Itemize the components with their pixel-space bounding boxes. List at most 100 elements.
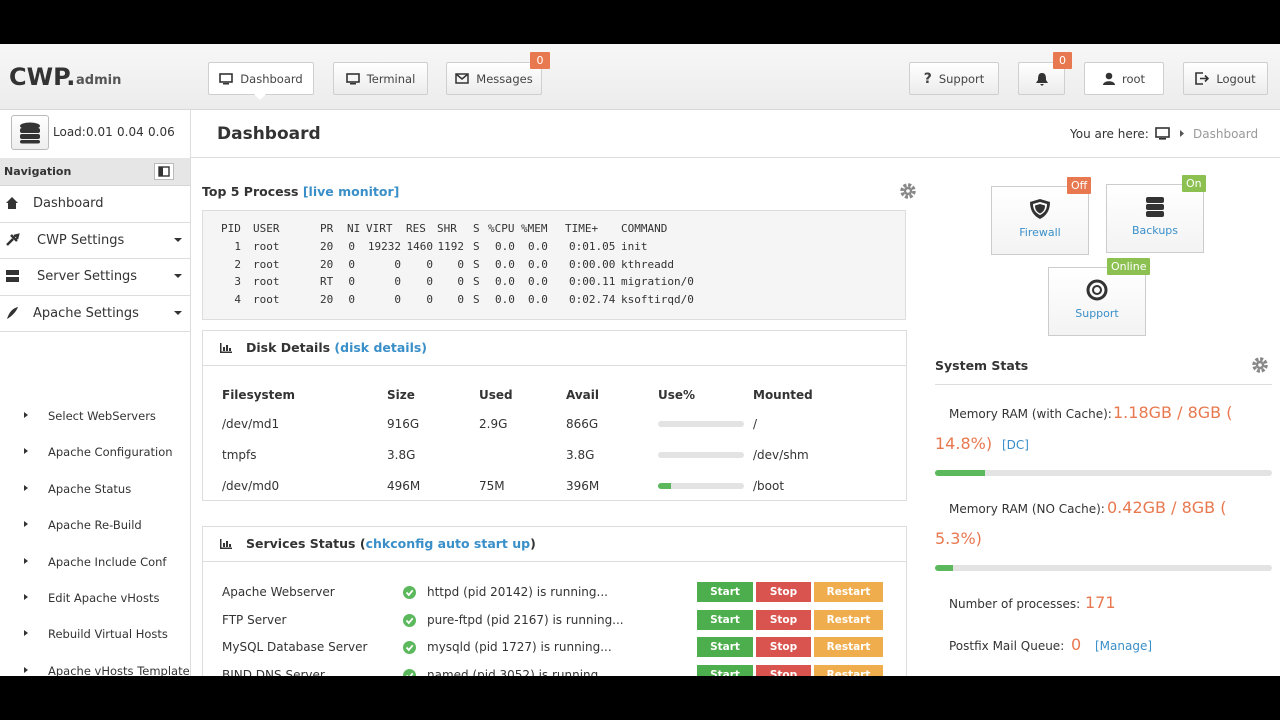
usage-track — [658, 421, 744, 427]
process-cell: 4 — [234, 293, 241, 307]
process-column: PR — [320, 222, 334, 235]
submenu-item[interactable]: Apache Include Conf — [48, 554, 167, 569]
menu-item[interactable]: Server Settings — [0, 259, 190, 296]
status-icon — [403, 586, 416, 603]
submenu-item[interactable]: Apache vHosts Template — [48, 663, 190, 676]
mail-link[interactable]: [Manage] — [1095, 639, 1153, 653]
icon-shape — [1086, 279, 1108, 301]
service-button[interactable]: Restart — [814, 637, 883, 657]
icon — [5, 196, 21, 214]
service-button[interactable]: Start — [697, 582, 753, 602]
process-cell: 0 — [348, 240, 355, 253]
logout-button[interactable]: Logout — [1183, 62, 1268, 95]
process-cell: 3 — [234, 275, 241, 289]
status-icon — [403, 641, 416, 658]
process-cell: 20 — [320, 257, 334, 271]
process-column: %MEM — [521, 222, 548, 235]
check — [403, 586, 416, 599]
nav-terminal[interactable]: Terminal — [333, 62, 428, 95]
chkconfig-link[interactable]: chkconfig auto start up — [365, 536, 531, 551]
icon — [220, 539, 232, 549]
disk-cell: 3.8G — [566, 448, 595, 462]
service-button[interactable]: Restart — [814, 582, 883, 602]
support-button[interactable]: ? Support — [909, 62, 999, 95]
submenu-item[interactable]: Edit Apache vHosts — [48, 591, 160, 605]
disk-cell: 3.8G — [387, 448, 416, 462]
icon — [1102, 72, 1115, 85]
service-name: FTP Server — [222, 612, 287, 627]
disk-column: Size — [387, 388, 415, 402]
stats-gear[interactable] — [1251, 356, 1269, 374]
process-cell: 0 — [426, 275, 433, 289]
submenu-item[interactable]: Apache Re-Build — [48, 518, 142, 533]
menu-label: Apache Settings — [33, 305, 139, 321]
page-header — [191, 110, 1280, 158]
caret — [174, 237, 182, 242]
process-cell: 0 — [394, 257, 401, 271]
process-cell: 0.0 — [528, 275, 548, 289]
check — [403, 668, 416, 676]
menu-item[interactable]: CWP Settings — [0, 223, 190, 259]
panel-header — [203, 527, 906, 562]
process-column: SHR — [437, 222, 457, 235]
service-button[interactable]: Stop — [756, 609, 811, 630]
disk-column: Mounted — [753, 388, 813, 402]
process-column: USER — [253, 222, 280, 235]
submenu-item[interactable]: Select WebServers — [48, 409, 156, 423]
paren: ( — [359, 536, 366, 551]
service-button[interactable]: Start — [697, 637, 753, 657]
menu-item[interactable]: Dashboard — [0, 186, 190, 223]
process-column: RES — [406, 222, 426, 235]
breadcrumb: Dashboard — [1193, 127, 1259, 141]
disk-link[interactable]: (disk details) — [334, 340, 428, 355]
service-status: pure-ftpd (pid 2167) is running... — [427, 612, 624, 627]
menu-item[interactable]: Apache Settings — [0, 296, 190, 332]
process-column: %CPU — [488, 222, 515, 235]
active-pointer — [254, 94, 266, 100]
process-cell: 0:00.00 — [569, 257, 616, 271]
menu-label: Server Settings — [37, 269, 138, 284]
icon — [158, 166, 170, 177]
quick-card[interactable]: Firewall — [991, 186, 1089, 255]
process-cell: 0 — [457, 257, 464, 271]
process-cell: 0:01.05 — [569, 240, 616, 253]
service-button[interactable]: Stop — [756, 664, 811, 676]
submenu-item[interactable]: Apache Configuration — [48, 445, 173, 460]
service-button[interactable]: Restart — [814, 609, 883, 630]
card-label: Support — [1075, 307, 1119, 320]
caret — [174, 310, 182, 315]
process-cell: 0 — [348, 293, 355, 307]
service-button[interactable]: Start — [697, 609, 753, 630]
process-cell: ksoftirqd/0 — [621, 293, 694, 307]
quick-card[interactable]: Support — [1048, 267, 1146, 336]
submenu-item[interactable]: Rebuild Virtual Hosts — [48, 627, 168, 642]
submenu-item[interactable]: Apache Status — [48, 481, 132, 496]
process-column: PID — [221, 222, 241, 235]
disk-cell: /dev/md1 — [222, 417, 280, 431]
service-button[interactable]: Start — [697, 664, 753, 676]
nav-dashboard[interactable]: Dashboard — [208, 62, 314, 95]
service-status: mysqld (pid 1727) is running... — [427, 640, 612, 654]
icon — [219, 72, 234, 84]
load-value: 0.01 — [86, 125, 113, 139]
service-button[interactable]: Restart — [814, 664, 883, 676]
nav-title: Navigation — [4, 165, 72, 178]
service-button[interactable]: Stop — [756, 637, 811, 657]
settings-gear[interactable] — [899, 182, 917, 200]
live-monitor-link[interactable]: [live monitor] — [302, 184, 400, 199]
icon — [5, 306, 21, 324]
user-button[interactable]: root — [1084, 62, 1164, 95]
nav-toggle[interactable] — [154, 163, 174, 180]
service-button[interactable]: Stop — [756, 582, 811, 602]
process-cell: 0:02.74 — [569, 293, 616, 307]
memory-link[interactable]: [DC] — [1002, 438, 1029, 452]
process-cell: kthreadd — [621, 257, 674, 271]
quick-card[interactable]: Backups — [1106, 184, 1204, 253]
process-cell: root — [253, 240, 280, 253]
nav-messages[interactable]: Messages — [446, 62, 542, 95]
memory-value: 1.18GB / 8GB ( — [1113, 403, 1233, 422]
process-cell: 0.0 — [495, 257, 515, 271]
load-value: 0.06 — [148, 125, 175, 139]
submenu-arrow — [24, 594, 28, 600]
